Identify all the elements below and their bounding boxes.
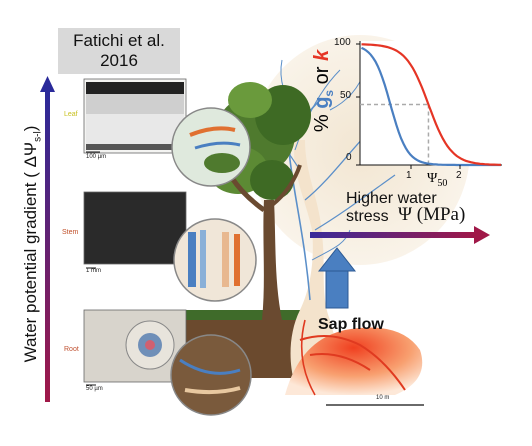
- psi50-label: Ψ50: [427, 171, 447, 189]
- psi50-symbol: Ψ: [427, 171, 438, 186]
- chart-plot-area: [360, 41, 502, 165]
- stress-arrow: [310, 226, 490, 244]
- chart-y-title-prefix: %: [311, 108, 333, 133]
- x-tick-label-1: 1: [406, 170, 412, 181]
- leaf-anatomy-panel: [83, 78, 187, 154]
- higher-water-stress-label: Higher water stress: [346, 190, 437, 225]
- citation-text: Fatichi et al. 2016: [73, 31, 165, 70]
- water-potential-axis-label: Water potential gradient ( ΔΨs-l): [21, 64, 45, 424]
- stem-scale-label: 1 mm: [86, 268, 101, 274]
- leaf-magnifier: [171, 107, 251, 187]
- stem-magnifier: [173, 218, 257, 302]
- y-axis-label-sub: s-l: [32, 131, 44, 142]
- root-label: Root: [64, 346, 79, 353]
- y-tick-label-0: 0: [346, 152, 352, 163]
- chart-y-title-g: g: [311, 96, 333, 109]
- chart-y-title-g-sub: s: [322, 89, 336, 97]
- sap-flow-label: Sap flow: [318, 316, 384, 333]
- psi50-sub: 50: [437, 177, 448, 189]
- chart-gs-k-vs-psi: [356, 41, 502, 169]
- scale-10m-label: 10 m: [376, 395, 390, 401]
- leaf-label: Leaf: [64, 111, 78, 118]
- root-magnifier: [170, 334, 252, 416]
- y-tick-label-100: 100: [334, 37, 351, 48]
- chart-y-title-k: k: [311, 49, 333, 61]
- gs-curve: [360, 46, 501, 167]
- y-axis-label-main: Water potential gradient ( ΔΨ: [21, 141, 40, 363]
- stem-label: Stem: [62, 229, 79, 236]
- citation-box: Fatichi et al. 2016: [58, 28, 180, 74]
- root-scale-label: 50 µm: [86, 386, 103, 392]
- stem-anatomy-panel: [83, 191, 187, 265]
- y-axis-label-end: ): [21, 125, 40, 132]
- water-potential-arrow: [40, 76, 55, 402]
- chart-y-title: % gs or k: [311, 31, 337, 151]
- grass: [178, 310, 308, 320]
- leaf-scale-label: 100 µm: [86, 154, 107, 160]
- sap-flow-arrow: [317, 247, 357, 309]
- x-tick-label-2: 2: [456, 170, 462, 181]
- y-tick-label-50: 50: [340, 90, 352, 101]
- chart-y-title-or: or: [311, 60, 333, 90]
- k-curve: [361, 43, 501, 166]
- psi-mpa-label: Ψ (MPa): [398, 204, 466, 225]
